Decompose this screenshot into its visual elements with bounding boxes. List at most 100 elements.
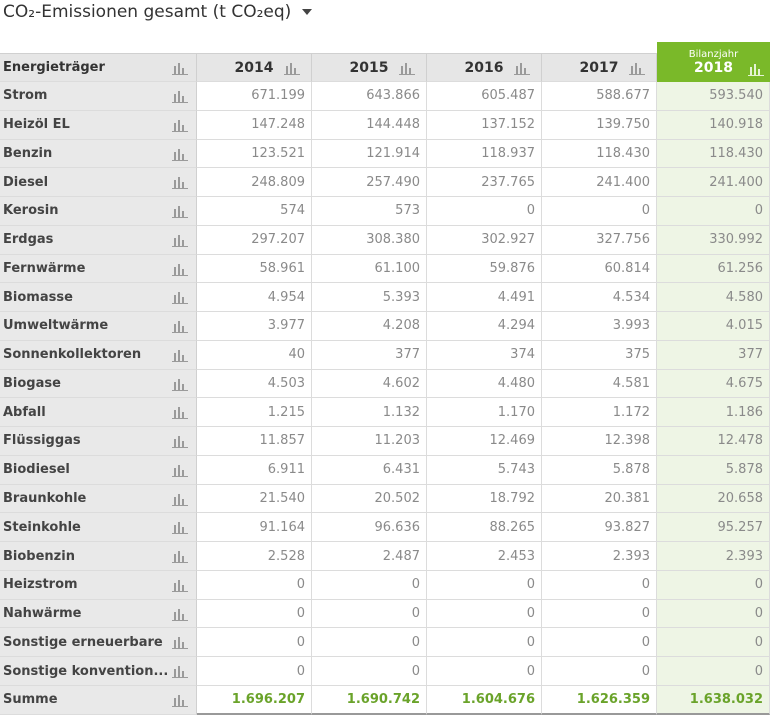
chart-icon[interactable] — [172, 694, 188, 707]
cell-text: 96.636 — [374, 519, 421, 535]
value-cell: 2.487 — [312, 542, 427, 571]
value-cell: 248.809 — [197, 168, 312, 198]
value-cell: 4.954 — [197, 283, 312, 313]
chart-icon[interactable] — [172, 291, 188, 305]
cell-text: 58.961 — [259, 260, 306, 276]
value-cell: 1.690.742 — [312, 685, 427, 715]
value-cell: 605.487 — [427, 82, 542, 111]
value-cell: 144.448 — [312, 110, 427, 140]
cell-text: 330.992 — [709, 232, 763, 248]
value-cell: 11.203 — [312, 427, 427, 456]
cell-text: 0 — [296, 606, 305, 622]
chart-icon[interactable] — [172, 665, 188, 679]
chart-icon[interactable] — [172, 608, 188, 621]
value-cell: 61.100 — [312, 254, 427, 284]
chart-icon[interactable] — [172, 550, 188, 564]
value-cell: 147.248 — [197, 110, 312, 140]
chart-icon[interactable] — [172, 62, 188, 75]
value-cell: 2.453 — [427, 542, 542, 571]
chart-icon[interactable] — [172, 349, 188, 362]
value-cell: 0 — [197, 628, 312, 658]
chart-icon[interactable] — [629, 62, 645, 75]
row-label: Flüssiggas — [0, 427, 197, 456]
cell-text: Steinkohle — [3, 519, 81, 535]
chart-icon[interactable] — [172, 263, 188, 276]
cell-text: 93.827 — [604, 519, 651, 535]
chart-icon[interactable] — [172, 176, 188, 190]
cell-text: 11.203 — [374, 433, 421, 449]
value-cell: 3.993 — [542, 312, 657, 341]
chart-icon[interactable] — [172, 320, 188, 334]
chart-icon[interactable] — [172, 90, 188, 103]
title-text[interactable]: CO₂-Emissionen gesamt (t CO₂eq) — [3, 2, 292, 22]
header-cell: 2017 — [542, 53, 657, 82]
row-label: Abfall — [0, 398, 197, 428]
chart-icon[interactable] — [172, 636, 188, 650]
chart-icon[interactable] — [172, 579, 188, 592]
cell-text: 0 — [641, 577, 650, 593]
dropdown-arrow[interactable] — [301, 8, 313, 16]
cell-text: Energieträger — [3, 60, 105, 75]
highlight-header: Bilanzjahr 2018 — [657, 42, 770, 82]
value-cell: 2.528 — [197, 542, 312, 571]
value-cell: 12.398 — [542, 427, 657, 456]
value-cell: 140.918 — [657, 110, 770, 140]
chart-icon[interactable] — [172, 493, 188, 506]
row-label: Braunkohle — [0, 484, 197, 514]
value-cell: 96.636 — [312, 513, 427, 543]
cell-text: 2.393 — [725, 548, 763, 564]
chart-icon[interactable] — [172, 406, 188, 420]
chart-icon[interactable] — [172, 435, 188, 449]
value-cell: 241.400 — [542, 168, 657, 198]
cell-text: 2017 — [579, 59, 619, 76]
cell-text: 0 — [641, 203, 650, 219]
value-cell: 0 — [427, 197, 542, 226]
value-cell: 308.380 — [312, 225, 427, 255]
cell-text: 0 — [526, 577, 535, 593]
cell-text: 0 — [754, 663, 763, 679]
cell-text: 4.491 — [497, 289, 535, 305]
chart-icon[interactable] — [172, 119, 188, 132]
chart-icon[interactable] — [172, 464, 188, 477]
value-cell: 4.581 — [542, 369, 657, 399]
cell-text: 144.448 — [366, 117, 420, 133]
value-cell: 5.878 — [657, 455, 770, 485]
cell-text: 0 — [411, 634, 420, 650]
cell-text: 308.380 — [366, 232, 420, 248]
cell-text: 374 — [510, 347, 535, 363]
cell-text: 140.918 — [709, 117, 763, 133]
cell-text: 643.866 — [366, 88, 420, 104]
cell-text: 377 — [738, 347, 763, 363]
value-cell: 4.503 — [197, 369, 312, 399]
value-cell: 0 — [427, 599, 542, 629]
row-label: Summe — [0, 685, 197, 715]
chart-icon[interactable] — [172, 205, 188, 219]
cell-text: 4.675 — [725, 375, 763, 391]
cell-text: 121.914 — [366, 145, 420, 161]
value-cell: 139.750 — [542, 110, 657, 140]
cell-text: 88.265 — [489, 519, 536, 535]
chart-icon[interactable] — [172, 378, 188, 391]
value-cell: 0 — [542, 599, 657, 629]
value-cell: 377 — [657, 340, 770, 370]
value-cell: 12.469 — [427, 427, 542, 456]
chart-icon[interactable] — [172, 234, 188, 247]
row-label: Biomasse — [0, 283, 197, 313]
cell-text: 3.977 — [267, 318, 305, 334]
chart-icon[interactable] — [748, 63, 764, 76]
chart-icon[interactable] — [399, 62, 415, 75]
cell-text: 12.398 — [604, 433, 651, 449]
cell-text: Braunkohle — [3, 491, 87, 506]
row-label: Biogase — [0, 369, 197, 399]
chart-icon[interactable] — [284, 62, 300, 75]
chart-icon[interactable] — [172, 148, 188, 161]
value-cell: 4.491 — [427, 283, 542, 313]
chart-icon[interactable] — [514, 62, 530, 75]
cell-text: 118.937 — [481, 145, 535, 161]
value-cell: 118.430 — [542, 139, 657, 169]
value-cell: 4.015 — [657, 312, 770, 341]
chart-icon[interactable] — [172, 521, 188, 535]
value-cell: 302.927 — [427, 225, 542, 255]
value-cell: 1.172 — [542, 398, 657, 428]
title[interactable]: CO₂-Emissionen gesamt (t CO₂eq) — [3, 2, 313, 22]
